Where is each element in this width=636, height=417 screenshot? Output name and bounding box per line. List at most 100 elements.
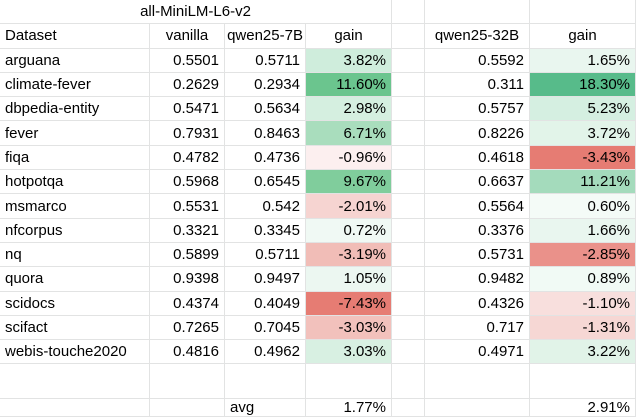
qwen25-32b-cell[interactable]: 0.3376: [425, 218, 530, 243]
empty-cell[interactable]: [392, 242, 425, 268]
qwen25-7b-cell[interactable]: 0.3345: [225, 218, 306, 243]
qwen25-32b-cell[interactable]: 0.8226: [425, 121, 530, 146]
vanilla-cell[interactable]: 0.5968: [150, 170, 225, 195]
qwen25-7b-cell[interactable]: 0.5711: [225, 48, 306, 73]
qwen25-7b-cell[interactable]: 0.4049: [225, 291, 306, 316]
gain-7b-cell[interactable]: 3.03%: [306, 340, 392, 365]
vanilla-cell[interactable]: 0.5471: [150, 97, 225, 122]
gain-32b-cell[interactable]: -3.43%: [530, 145, 636, 171]
gain-32b-cell[interactable]: 18.30%: [530, 72, 636, 98]
empty-cell[interactable]: [425, 364, 530, 399]
qwen25-32b-cell[interactable]: 0.311: [425, 72, 530, 98]
empty-cell[interactable]: [150, 364, 225, 399]
gain-32b-cell[interactable]: 1.66%: [530, 218, 636, 243]
qwen25-7b-cell[interactable]: 0.5711: [225, 242, 306, 268]
avg-gain-32b[interactable]: 2.91%: [530, 399, 636, 417]
empty-cell[interactable]: [392, 145, 425, 171]
qwen25-7b-cell[interactable]: 0.9497: [225, 267, 306, 292]
dataset-cell[interactable]: msmarco: [0, 194, 150, 219]
qwen25-32b-cell[interactable]: 0.4618: [425, 145, 530, 171]
vanilla-cell[interactable]: 0.5899: [150, 242, 225, 268]
empty-cell[interactable]: [392, 267, 425, 292]
avg-gain-7b[interactable]: 1.77%: [306, 399, 392, 417]
header-gain-32b[interactable]: gain: [530, 24, 636, 49]
vanilla-cell[interactable]: 0.5531: [150, 194, 225, 219]
header-qwen25-7b[interactable]: qwen25-7B: [225, 24, 306, 49]
gain-7b-cell[interactable]: 3.82%: [306, 48, 392, 73]
qwen25-32b-cell[interactable]: 0.4326: [425, 291, 530, 316]
dataset-cell[interactable]: fever: [0, 121, 150, 146]
qwen25-7b-cell[interactable]: 0.4962: [225, 340, 306, 365]
empty-cell[interactable]: [392, 315, 425, 341]
vanilla-cell[interactable]: 0.7265: [150, 315, 225, 341]
gain-7b-cell[interactable]: 9.67%: [306, 170, 392, 195]
vanilla-cell[interactable]: 0.3321: [150, 218, 225, 243]
qwen25-7b-cell[interactable]: 0.4736: [225, 145, 306, 171]
qwen25-32b-cell[interactable]: 0.5564: [425, 194, 530, 219]
empty-cell[interactable]: [392, 291, 425, 316]
dataset-cell[interactable]: arguana: [0, 48, 150, 73]
gain-7b-cell[interactable]: -3.19%: [306, 242, 392, 268]
empty-cell[interactable]: [392, 340, 425, 365]
gain-32b-cell[interactable]: -2.85%: [530, 242, 636, 268]
empty-cell[interactable]: [306, 364, 392, 399]
empty-cell[interactable]: [392, 399, 425, 417]
header-vanilla[interactable]: vanilla: [150, 24, 225, 49]
empty-cell[interactable]: [392, 48, 425, 73]
header-dataset[interactable]: Dataset: [0, 24, 150, 49]
gain-32b-cell[interactable]: 3.72%: [530, 121, 636, 146]
empty-cell[interactable]: [392, 97, 425, 122]
qwen25-32b-cell[interactable]: 0.4971: [425, 340, 530, 365]
gain-32b-cell[interactable]: 1.65%: [530, 48, 636, 73]
empty-cell[interactable]: [0, 364, 150, 399]
empty-cell[interactable]: [0, 399, 150, 417]
gain-7b-cell[interactable]: -2.01%: [306, 194, 392, 219]
gain-7b-cell[interactable]: 6.71%: [306, 121, 392, 146]
gain-32b-cell[interactable]: -1.31%: [530, 315, 636, 341]
empty-cell[interactable]: [225, 364, 306, 399]
qwen25-7b-cell[interactable]: 0.542: [225, 194, 306, 219]
dataset-cell[interactable]: climate-fever: [0, 72, 150, 98]
empty-cell[interactable]: [392, 24, 425, 49]
empty-cell[interactable]: [392, 0, 425, 25]
empty-cell[interactable]: [425, 0, 530, 25]
qwen25-7b-cell[interactable]: 0.7045: [225, 315, 306, 341]
dataset-cell[interactable]: dbpedia-entity: [0, 97, 150, 122]
gain-7b-cell[interactable]: -0.96%: [306, 145, 392, 171]
dataset-cell[interactable]: nfcorpus: [0, 218, 150, 243]
qwen25-7b-cell[interactable]: 0.6545: [225, 170, 306, 195]
empty-cell[interactable]: [392, 194, 425, 219]
qwen25-32b-cell[interactable]: 0.6637: [425, 170, 530, 195]
qwen25-32b-cell[interactable]: 0.5592: [425, 48, 530, 73]
gain-32b-cell[interactable]: 5.23%: [530, 97, 636, 122]
qwen25-32b-cell[interactable]: 0.717: [425, 315, 530, 341]
qwen25-32b-cell[interactable]: 0.5731: [425, 242, 530, 268]
gain-32b-cell[interactable]: -1.10%: [530, 291, 636, 316]
vanilla-cell[interactable]: 0.9398: [150, 267, 225, 292]
qwen25-7b-cell[interactable]: 0.5634: [225, 97, 306, 122]
vanilla-cell[interactable]: 0.2629: [150, 72, 225, 98]
empty-cell[interactable]: [425, 399, 530, 417]
qwen25-32b-cell[interactable]: 0.5757: [425, 97, 530, 122]
empty-cell[interactable]: [392, 170, 425, 195]
empty-cell[interactable]: [530, 364, 636, 399]
gain-7b-cell[interactable]: -7.43%: [306, 291, 392, 316]
header-gain-7b[interactable]: gain: [306, 24, 392, 49]
vanilla-cell[interactable]: 0.5501: [150, 48, 225, 73]
dataset-cell[interactable]: webis-touche2020: [0, 340, 150, 365]
gain-7b-cell[interactable]: 0.72%: [306, 218, 392, 243]
dataset-cell[interactable]: fiqa: [0, 145, 150, 171]
empty-cell[interactable]: [392, 72, 425, 98]
qwen25-7b-cell[interactable]: 0.2934: [225, 72, 306, 98]
header-qwen25-32b[interactable]: qwen25-32B: [425, 24, 530, 49]
dataset-cell[interactable]: scifact: [0, 315, 150, 341]
gain-32b-cell[interactable]: 11.21%: [530, 170, 636, 195]
group-title-cell[interactable]: all-MiniLM-L6-v2: [0, 0, 392, 25]
qwen25-7b-cell[interactable]: 0.8463: [225, 121, 306, 146]
vanilla-cell[interactable]: 0.4816: [150, 340, 225, 365]
dataset-cell[interactable]: quora: [0, 267, 150, 292]
empty-cell[interactable]: [392, 218, 425, 243]
empty-cell[interactable]: [150, 399, 225, 417]
empty-cell[interactable]: [392, 364, 425, 399]
gain-7b-cell[interactable]: -3.03%: [306, 315, 392, 341]
